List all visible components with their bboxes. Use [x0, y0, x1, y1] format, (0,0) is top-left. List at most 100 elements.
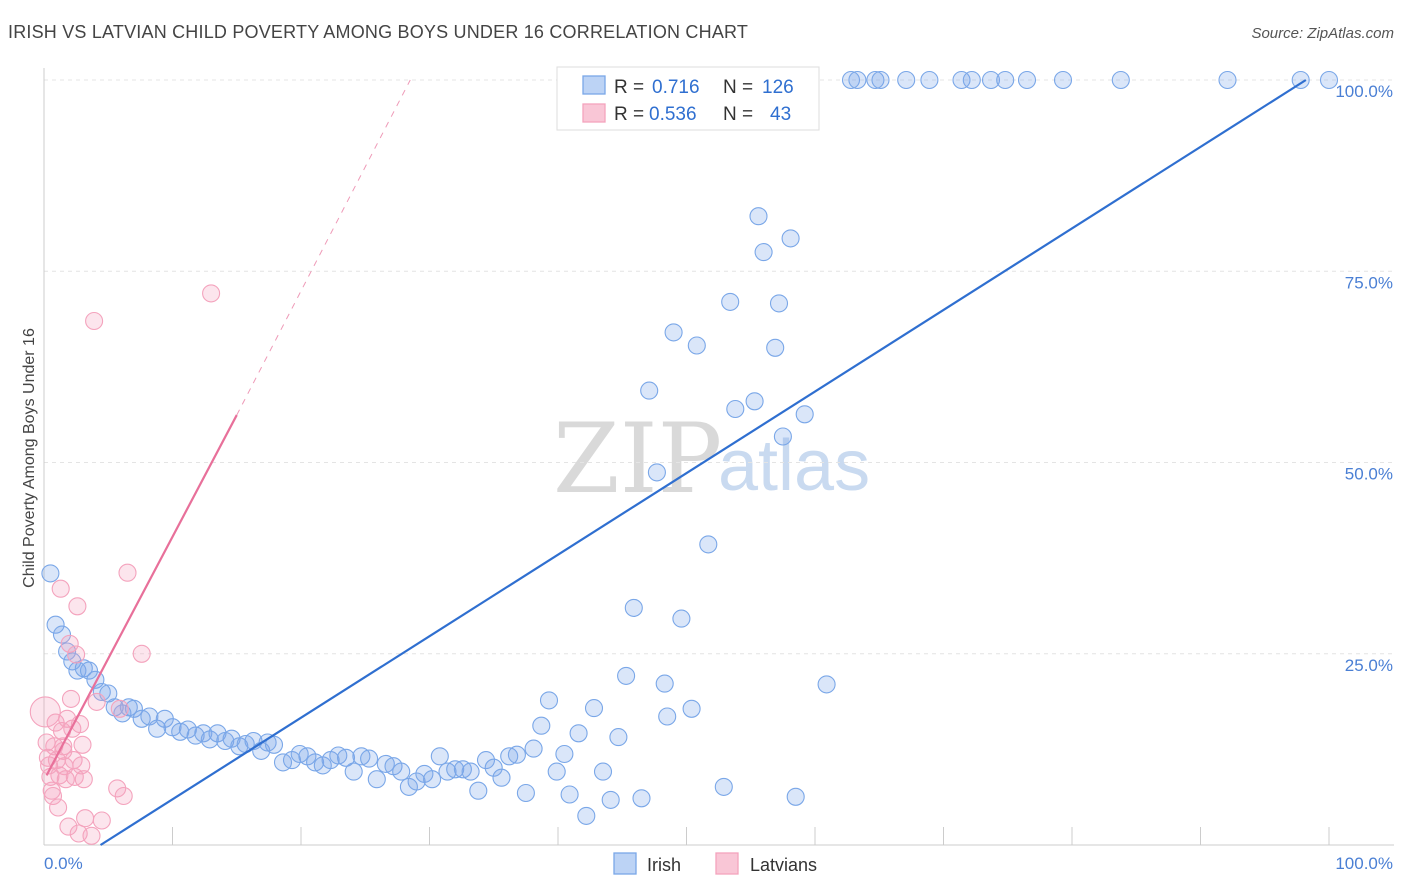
irish-point: [560, 785, 579, 804]
bottom-legend-swatch-latvians: [715, 852, 739, 875]
irish-point: [601, 790, 620, 809]
latvians-point: [110, 699, 129, 718]
latvians-point: [54, 737, 73, 756]
chart-title: IRISH VS LATVIAN CHILD POVERTY AMONG BOY…: [8, 22, 748, 42]
irish-point: [524, 739, 543, 758]
bottom-legend-irish: Irish: [647, 855, 681, 875]
legend-latvians-n-value: 43: [770, 104, 791, 125]
irish-point: [624, 598, 643, 617]
irish-point: [569, 724, 588, 743]
irish-point: [866, 70, 885, 90]
irish-point: [1053, 70, 1073, 90]
legend-irish-n-label: N =: [723, 77, 753, 98]
irish-point: [817, 675, 836, 694]
irish-point: [920, 70, 939, 90]
irish-point: [507, 745, 526, 764]
irish-trend-line: [99, 79, 1307, 846]
irish-point: [962, 70, 981, 90]
irish-point: [1017, 70, 1037, 90]
latvians-point: [61, 689, 81, 708]
latvians-point: [72, 756, 91, 775]
latvians-trend-line: [45, 414, 238, 776]
x-tick-label-1: 100.0%: [1335, 854, 1393, 873]
irish-point: [745, 392, 764, 411]
irish-point: [148, 719, 167, 738]
latvians-point: [92, 811, 111, 830]
irish-point: [897, 70, 916, 90]
irish-point: [367, 770, 386, 789]
irish-point: [222, 729, 241, 748]
latvians-point: [43, 786, 63, 806]
irish-point: [41, 564, 60, 583]
y-tick-label-2: 75.0%: [1345, 273, 1393, 292]
irish-point: [699, 535, 718, 554]
latvians-point: [76, 809, 95, 828]
irish-point: [682, 699, 701, 718]
irish-point: [516, 783, 535, 803]
irish-point: [754, 243, 773, 262]
irish-point: [781, 229, 800, 248]
irish-point: [617, 666, 636, 685]
chart-source: Source: ZipAtlas.com: [1251, 25, 1394, 42]
irish-point: [547, 762, 566, 781]
irish-point: [609, 728, 628, 747]
irish-point: [430, 747, 449, 766]
irish-point: [124, 699, 143, 718]
gridlines: [44, 79, 1394, 655]
legend-latvians-n-label: N =: [723, 104, 753, 125]
legend-irish-r-value: 0.716: [652, 77, 700, 98]
irish-point: [841, 70, 861, 90]
latvians-point: [67, 645, 86, 664]
bottom-legend-latvians: Latvians: [750, 855, 817, 875]
irish-point: [392, 762, 411, 781]
legend-irish-r-label: R =: [614, 77, 644, 98]
irish-point: [632, 789, 651, 808]
irish-point: [555, 744, 574, 764]
legend-box: R = 0.716 N = 126 R = 0.536 N = 43: [556, 66, 820, 131]
irish-point: [577, 806, 596, 825]
irish-point: [484, 758, 503, 777]
watermark-atlas: atlas: [718, 426, 870, 506]
irish-point: [640, 381, 659, 400]
irish-point: [996, 70, 1015, 90]
latvians-point: [74, 770, 93, 789]
legend-latvians-r-value: 0.536: [649, 104, 697, 125]
irish-point: [1111, 70, 1130, 90]
latvians-point: [87, 692, 106, 711]
irish-point: [92, 682, 111, 702]
irish-point: [848, 70, 867, 90]
irish-point: [407, 772, 426, 791]
irish-point: [871, 70, 890, 90]
irish-point: [726, 399, 745, 419]
irish-point: [584, 699, 604, 718]
y-tick-label-3: 100.0%: [1335, 82, 1393, 101]
irish-point: [1218, 70, 1237, 90]
legend-irish-n-value: 126: [762, 77, 794, 98]
irish-point: [1319, 70, 1339, 90]
watermark-zip: ZIP: [553, 403, 722, 515]
irish-point: [786, 787, 805, 806]
latvians-point: [108, 779, 127, 798]
zipatlas-watermark: ZIP atlas: [553, 403, 870, 515]
irish-point: [658, 707, 677, 726]
latvians-point: [68, 597, 87, 616]
irish-point: [500, 747, 519, 766]
latvians-point: [51, 579, 70, 598]
latvians-point: [29, 696, 61, 728]
legend-swatch-latvians: [582, 103, 606, 123]
irish-point: [492, 768, 511, 787]
irish-point: [1291, 70, 1310, 90]
irish-point: [769, 294, 789, 313]
irish-point: [423, 770, 442, 789]
latvians-point: [202, 284, 221, 303]
trend-lines: [45, 79, 1307, 846]
axes: [43, 68, 1394, 846]
irish-point: [721, 292, 740, 311]
bottom-legend-swatch-irish: [613, 852, 637, 875]
irish-point: [773, 427, 792, 446]
legend-swatch-irish: [582, 75, 606, 95]
irish-point: [593, 762, 613, 781]
y-axis-label: Child Poverty Among Boys Under 16: [21, 328, 38, 588]
latvians-point: [59, 817, 78, 836]
